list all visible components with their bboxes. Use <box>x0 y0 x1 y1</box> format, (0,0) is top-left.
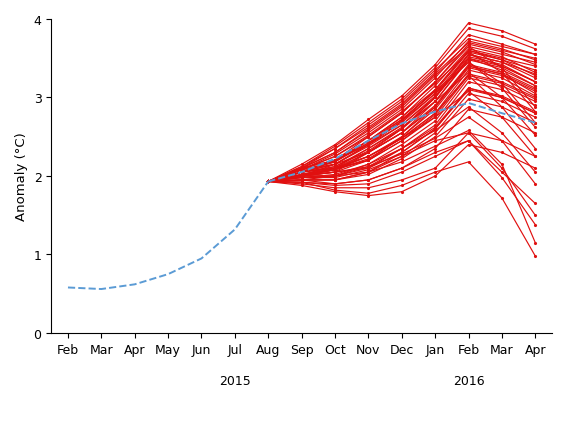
Y-axis label: Anomaly (°C): Anomaly (°C) <box>15 132 28 221</box>
Text: 2016: 2016 <box>452 374 484 387</box>
Text: 2015: 2015 <box>219 374 251 387</box>
